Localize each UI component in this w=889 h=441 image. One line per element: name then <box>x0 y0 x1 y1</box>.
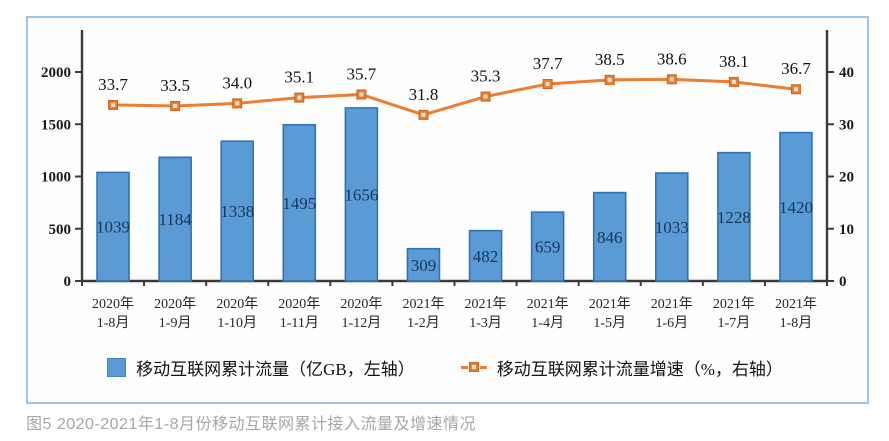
bar-value-label: 482 <box>473 247 499 266</box>
right-axis-tick-label: 40 <box>839 65 854 81</box>
category-label-line2: 1-6月 <box>655 315 688 331</box>
bar <box>779 131 813 282</box>
right-axis-tick-label: 30 <box>839 117 854 133</box>
category-label-line1: 2021年 <box>651 296 693 312</box>
line-point-marker-center <box>669 77 674 82</box>
line-value-label: 35.3 <box>471 67 501 86</box>
line-value-label: 38.1 <box>719 52 749 71</box>
legend-item-growth: 移动互联网累计流量增速（%，右轴） <box>460 355 783 380</box>
legend: 移动互联网累计流量（亿GB，左轴） 移动互联网累计流量增速（%，右轴） <box>40 350 850 384</box>
bar-value-label: 1228 <box>717 208 751 227</box>
category-label-line2: 1-8月 <box>97 315 130 331</box>
line-point-marker-center <box>111 102 116 107</box>
bar-value-label: 846 <box>597 228 623 247</box>
line-value-label: 37.7 <box>533 54 563 73</box>
category-label-line1: 2021年 <box>775 296 817 312</box>
bar-value-label: 309 <box>411 256 437 275</box>
category-label-line1: 2021年 <box>465 296 507 312</box>
category-label-line2: 1-10月 <box>217 315 257 331</box>
left-axis-tick-label: 2000 <box>41 65 71 81</box>
bar <box>592 191 627 282</box>
line-value-label: 33.5 <box>160 76 190 95</box>
category-label-line1: 2021年 <box>402 296 444 312</box>
growth-line <box>113 77 797 117</box>
bar-value-label: 1420 <box>779 198 813 217</box>
line-point-marker-center <box>731 79 736 84</box>
category-label-line2: 1-9月 <box>159 315 192 331</box>
bar <box>468 229 503 282</box>
bar <box>654 172 689 282</box>
left-axis-tick-label: 1000 <box>41 170 71 186</box>
line-value-label: 38.6 <box>657 49 687 68</box>
right-axis-tick-label: 10 <box>839 222 854 238</box>
line-value-label: 31.8 <box>409 85 439 104</box>
bar-value-label: 659 <box>535 238 561 257</box>
line-point-marker-center <box>235 101 240 106</box>
bar <box>344 107 379 282</box>
line-value-label: 35.1 <box>284 68 314 87</box>
category-label-line1: 2021年 <box>589 296 631 312</box>
category-label-line1: 2020年 <box>216 296 258 312</box>
bar <box>220 140 255 282</box>
line-point-marker-center <box>359 92 364 97</box>
left-axis-tick-label: 1500 <box>41 117 71 133</box>
right-axis-tick-label: 20 <box>839 170 854 186</box>
line-value-label: 33.7 <box>98 75 128 94</box>
bar-value-label: 1656 <box>344 185 378 204</box>
bar <box>717 151 751 282</box>
bar <box>530 211 565 282</box>
line-series-marker-icon <box>460 361 487 373</box>
bar-value-label: 1039 <box>96 218 130 237</box>
line-point-marker-center <box>793 87 798 92</box>
line-point-marker-center <box>421 112 426 117</box>
category-label-line1: 2020年 <box>92 296 134 312</box>
bar <box>96 171 130 282</box>
line-value-label: 38.5 <box>595 50 625 69</box>
bar-value-label: 1495 <box>282 194 316 213</box>
category-label-line1: 2021年 <box>713 296 755 312</box>
bar-series-swatch-icon <box>107 357 127 377</box>
line-point-marker-center <box>297 95 302 100</box>
bar-value-label: 1338 <box>220 202 254 221</box>
bar <box>158 156 192 282</box>
line-point-marker-center <box>483 94 488 99</box>
bar <box>406 247 441 282</box>
category-label-line1: 2020年 <box>278 296 320 312</box>
category-label-line2: 1-8月 <box>780 315 813 331</box>
category-label-line2: 1-2月 <box>407 315 440 331</box>
legend-label-growth: 移动互联网累计流量增速（%，右轴） <box>496 359 783 379</box>
bar <box>282 123 317 282</box>
bar-value-label: 1033 <box>655 218 689 237</box>
category-label-line2: 1-7月 <box>718 315 751 331</box>
category-label-line1: 2020年 <box>154 296 196 312</box>
line-value-label: 36.7 <box>781 59 811 78</box>
category-label-line1: 2021年 <box>527 296 569 312</box>
category-label-line1: 2020年 <box>340 296 382 312</box>
line-value-label: 35.7 <box>347 64 377 83</box>
figure-caption: 图5 2020-2021年1-8月份移动互联网累计接入流量及增速情况 <box>26 416 476 433</box>
line-point-marker-center <box>545 82 550 87</box>
category-label-line2: 1-3月 <box>469 315 502 331</box>
category-label-line2: 1-4月 <box>531 315 564 331</box>
category-label-line2: 1-12月 <box>342 315 382 331</box>
line-point-marker-center <box>173 103 178 108</box>
legend-item-traffic: 移动互联网累计流量（亿GB，左轴） <box>107 355 415 380</box>
left-axis-tick-label: 0 <box>64 274 72 290</box>
legend-label-traffic: 移动互联网累计流量（亿GB，左轴） <box>136 359 415 379</box>
right-axis-tick-label: 0 <box>839 274 847 290</box>
line-point-marker-center <box>607 77 612 82</box>
category-label-line2: 1-11月 <box>280 315 319 331</box>
left-axis-tick-label: 500 <box>49 222 72 238</box>
line-value-label: 34.0 <box>222 73 252 92</box>
bar-value-label: 1184 <box>158 210 192 229</box>
category-label-line2: 1-5月 <box>593 315 626 331</box>
